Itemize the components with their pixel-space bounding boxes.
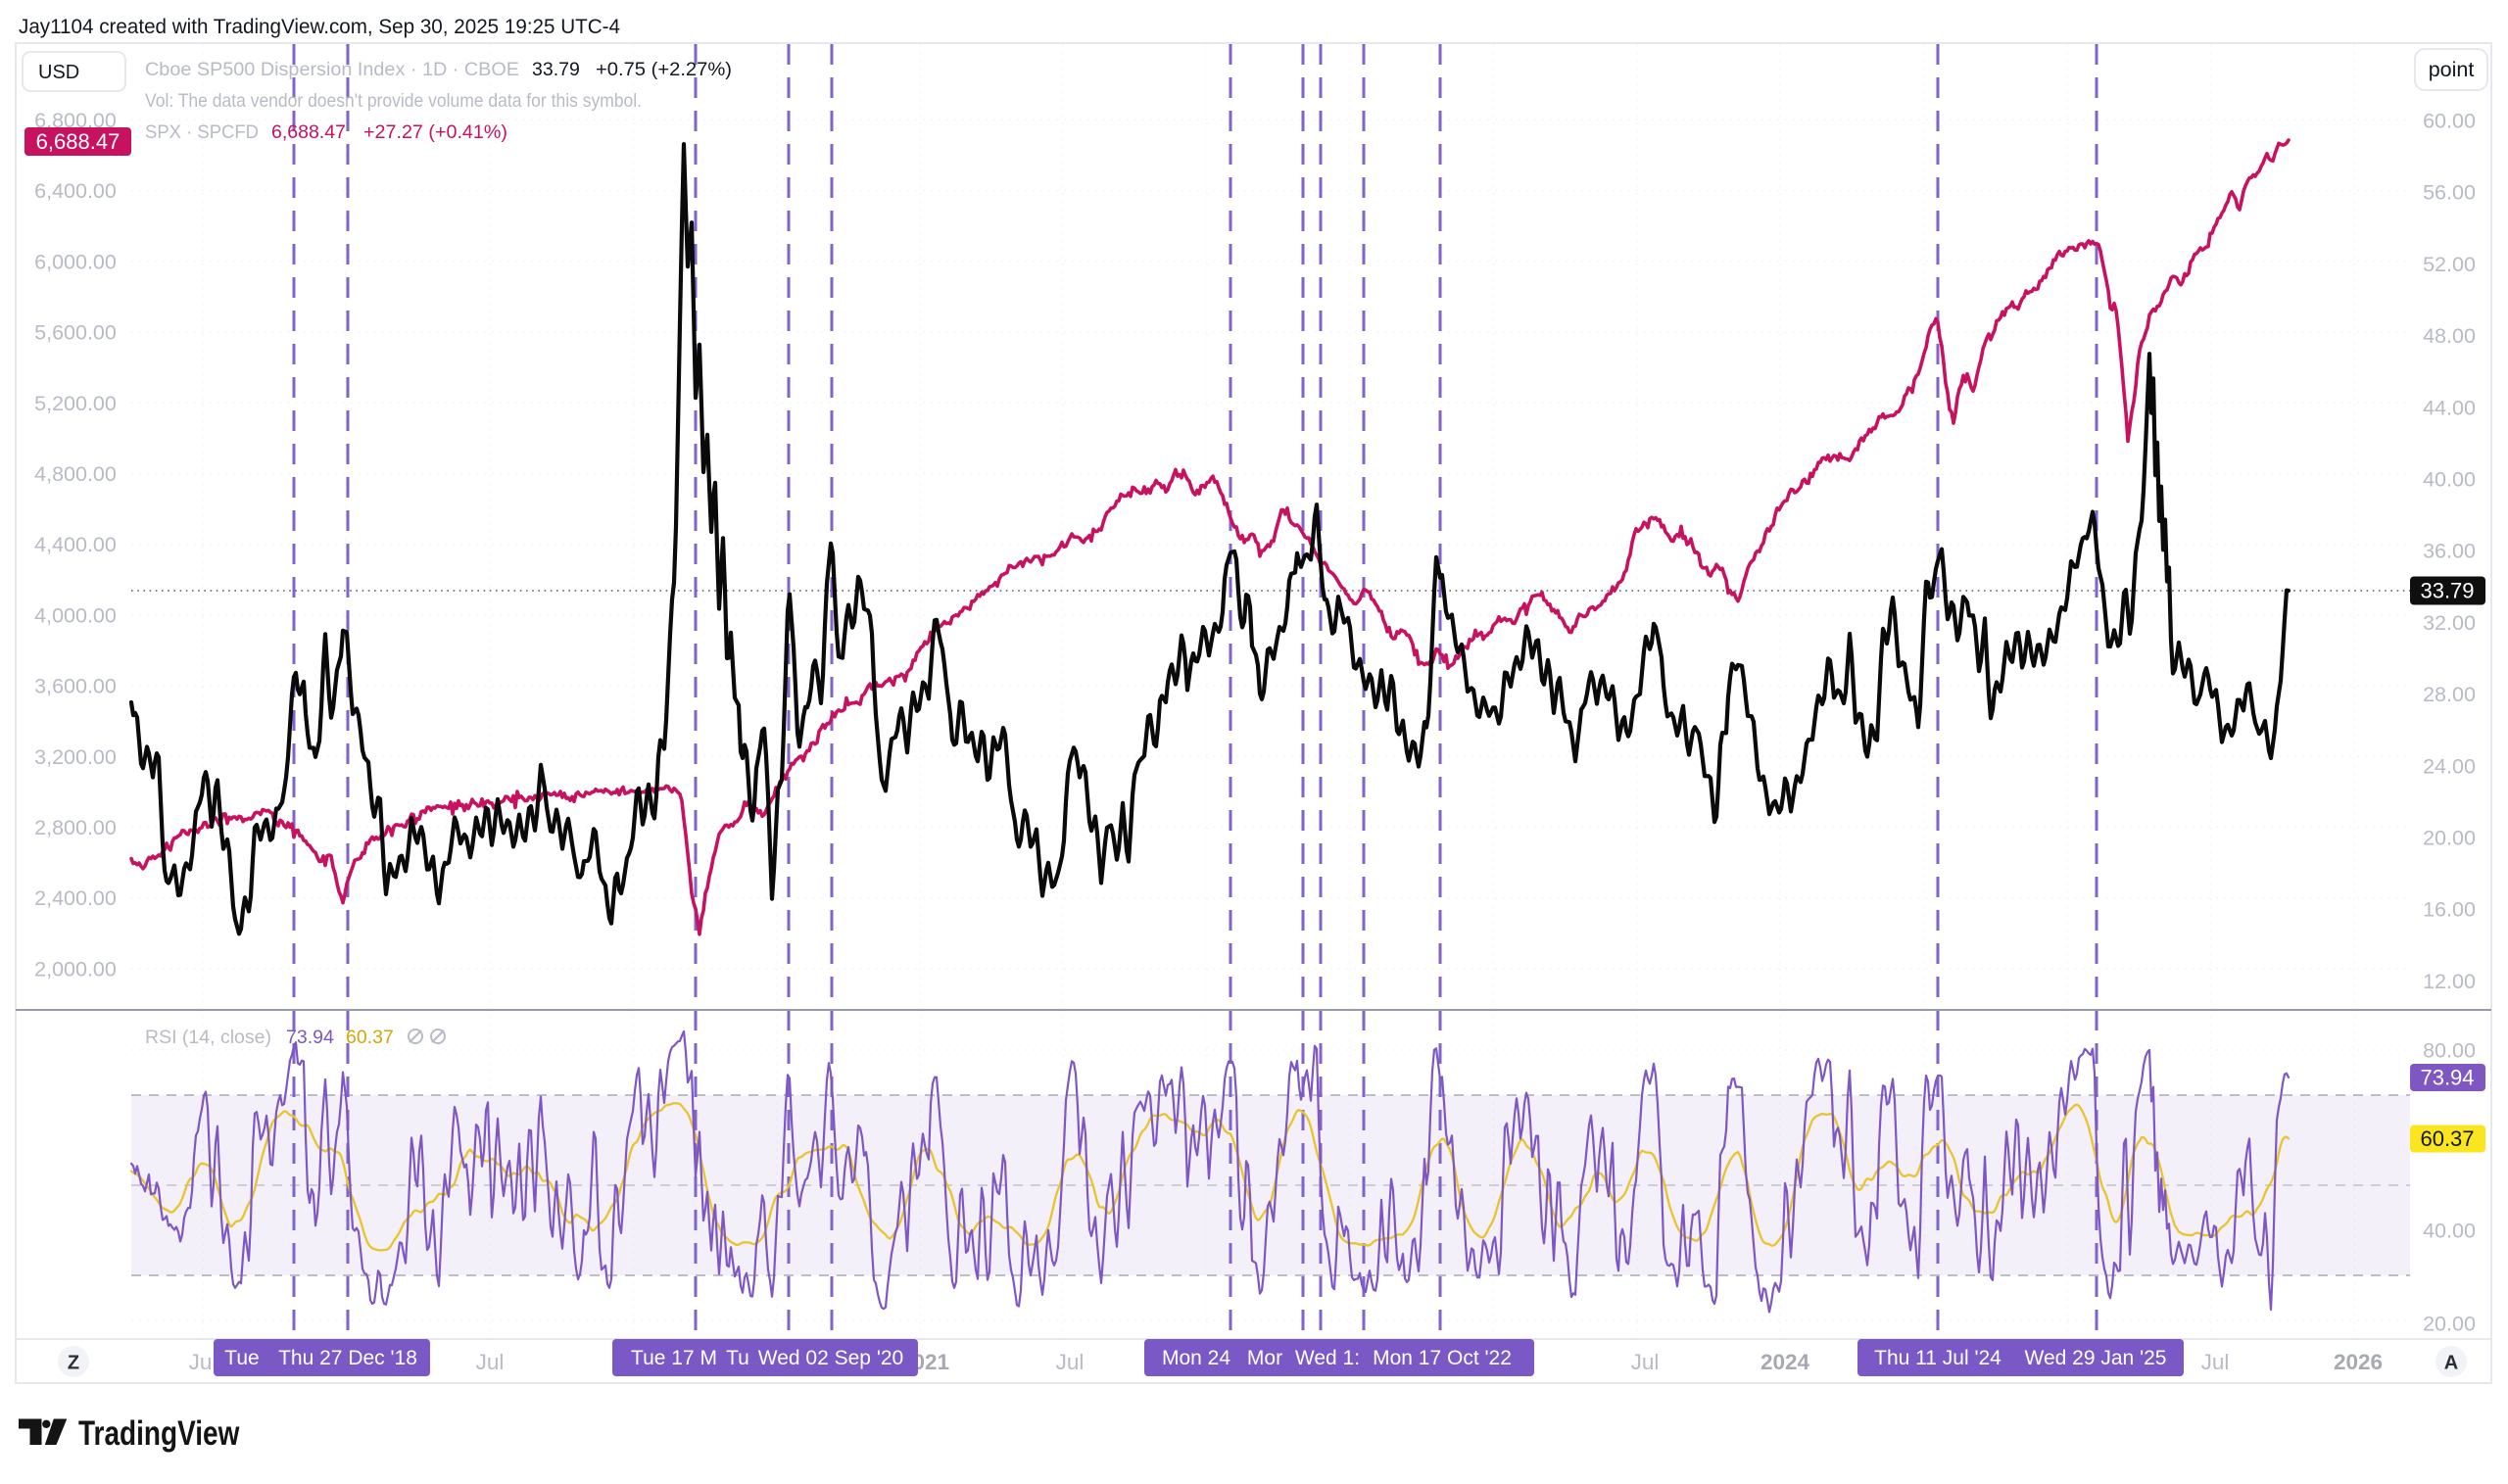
svg-text:48.00: 48.00: [2423, 324, 2476, 348]
svg-text:A: A: [2444, 1353, 2458, 1374]
svg-text:Z: Z: [68, 1353, 79, 1374]
svg-text:6,400.00: 6,400.00: [34, 179, 117, 203]
svg-text:Thu 27 Dec '18: Thu 27 Dec '18: [278, 1347, 417, 1369]
svg-text:Cboe SP500 Dispersion Index ·: Cboe SP500 Dispersion Index · 1D · CBOE: [145, 59, 519, 80]
svg-text:Jul: Jul: [1631, 1350, 1660, 1374]
svg-text:20.00: 20.00: [2423, 1313, 2476, 1336]
svg-text:Tue 17 M: Tue 17 M: [631, 1347, 717, 1369]
svg-text:SPX · SPCFD: SPX · SPCFD: [145, 121, 259, 143]
svg-text:point: point: [2429, 58, 2475, 81]
svg-text:20.00: 20.00: [2423, 827, 2476, 850]
svg-text:Wed 02 Sep '20: Wed 02 Sep '20: [758, 1347, 903, 1369]
svg-text:6,688.47: 6,688.47: [271, 121, 346, 143]
svg-text:40.00: 40.00: [2423, 1220, 2476, 1243]
svg-text:24.00: 24.00: [2423, 754, 2476, 778]
svg-text:33.79: 33.79: [532, 59, 580, 80]
svg-text:73.94: 73.94: [286, 1027, 334, 1048]
svg-text:4,000.00: 4,000.00: [34, 603, 117, 627]
svg-text:Tue: Tue: [224, 1347, 259, 1369]
svg-text:Jay1104 created with TradingVi: Jay1104 created with TradingView.com, Se…: [19, 15, 620, 38]
svg-text:Wed 29 Jan '25: Wed 29 Jan '25: [2025, 1347, 2167, 1369]
svg-text:2024: 2024: [1760, 1350, 1810, 1374]
svg-text:80.00: 80.00: [2423, 1039, 2476, 1063]
svg-text:USD: USD: [38, 62, 79, 83]
svg-text:Mor: Mor: [1247, 1347, 1282, 1369]
svg-text:40.00: 40.00: [2423, 468, 2476, 492]
svg-text:Mon 17 Oct '22: Mon 17 Oct '22: [1373, 1347, 1512, 1369]
svg-text:Thu 11 Jul '24: Thu 11 Jul '24: [1874, 1347, 2002, 1369]
svg-text:6,000.00: 6,000.00: [34, 250, 117, 273]
svg-text:56.00: 56.00: [2423, 181, 2476, 205]
svg-text:Mon 24: Mon 24: [1162, 1347, 1230, 1369]
svg-text:Jul: Jul: [2201, 1350, 2230, 1374]
svg-text:3,200.00: 3,200.00: [34, 745, 117, 769]
svg-text:Wed 1:: Wed 1:: [1295, 1347, 1360, 1369]
svg-text:Jul: Jul: [1056, 1350, 1085, 1374]
svg-text:Jul: Jul: [476, 1350, 505, 1374]
svg-text:36.00: 36.00: [2423, 540, 2476, 563]
svg-text:60.00: 60.00: [2423, 110, 2476, 133]
svg-text:32.00: 32.00: [2423, 611, 2476, 635]
svg-text:RSI (14, close): RSI (14, close): [145, 1027, 271, 1048]
svg-text:2026: 2026: [2334, 1350, 2383, 1374]
svg-text:TradingView: TradingView: [78, 1413, 240, 1453]
svg-text:73.94: 73.94: [2420, 1066, 2474, 1090]
svg-text:60.37: 60.37: [2420, 1126, 2474, 1151]
svg-text:33.79: 33.79: [2420, 579, 2474, 603]
svg-text:28.00: 28.00: [2423, 683, 2476, 706]
svg-text:+27.27 (+0.41%): +27.27 (+0.41%): [363, 121, 507, 143]
svg-text:2,000.00: 2,000.00: [34, 957, 117, 981]
svg-text:3,600.00: 3,600.00: [34, 675, 117, 698]
svg-text:Jul: Jul: [189, 1350, 217, 1374]
svg-text:2,800.00: 2,800.00: [34, 816, 117, 839]
svg-text:16.00: 16.00: [2423, 898, 2476, 922]
svg-text:4,800.00: 4,800.00: [34, 462, 117, 486]
svg-text:12.00: 12.00: [2423, 970, 2476, 993]
svg-text:Tu: Tu: [726, 1347, 749, 1369]
svg-text:5,200.00: 5,200.00: [34, 392, 117, 415]
svg-text:Vol: The data vendor doesn't p: Vol: The data vendor doesn't provide vol…: [145, 90, 642, 112]
svg-text:5,600.00: 5,600.00: [34, 321, 117, 345]
svg-text:6,688.47: 6,688.47: [36, 129, 121, 154]
svg-text:52.00: 52.00: [2423, 253, 2476, 276]
svg-text:44.00: 44.00: [2423, 396, 2476, 419]
svg-text:4,400.00: 4,400.00: [34, 533, 117, 556]
svg-text:60.37: 60.37: [346, 1027, 394, 1048]
svg-text:+0.75 (+2.27%): +0.75 (+2.27%): [596, 59, 732, 80]
svg-text:2,400.00: 2,400.00: [34, 886, 117, 910]
